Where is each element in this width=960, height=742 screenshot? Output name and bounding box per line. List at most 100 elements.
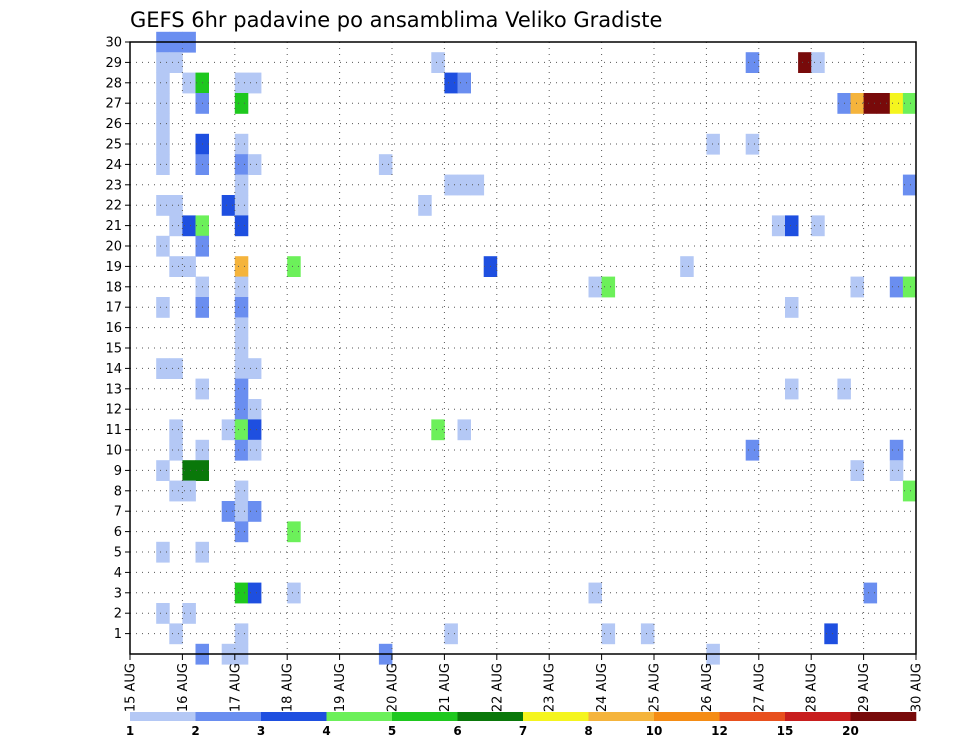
y-tick-label: 1 <box>114 627 122 642</box>
heatmap-cell <box>156 93 170 114</box>
heatmap-cell <box>444 72 458 94</box>
heatmap-cell <box>824 623 838 645</box>
heatmap-cell <box>247 399 262 420</box>
heatmap-cell <box>287 521 301 543</box>
heatmap-cell <box>431 52 445 73</box>
heatmap-cell <box>234 358 249 379</box>
heatmap-cell <box>745 439 760 461</box>
heatmap-cell <box>457 174 471 196</box>
y-tick-label: 30 <box>105 36 122 51</box>
heatmap-cell <box>902 480 917 502</box>
colorbar-segment <box>261 712 327 721</box>
heatmap-cell <box>811 215 825 237</box>
heatmap-cell <box>156 297 170 318</box>
heatmap-cell <box>234 154 249 175</box>
heatmap-cell <box>182 480 196 502</box>
heatmap-cell <box>457 419 471 441</box>
heatmap-cell <box>287 256 301 277</box>
heatmap-cell <box>169 623 183 645</box>
x-tick-label: 28 AUG <box>805 663 820 712</box>
heatmap-cell <box>156 603 170 624</box>
y-tick-label: 16 <box>105 321 122 336</box>
heatmap-cell <box>247 582 262 604</box>
heatmap-cell <box>247 358 262 379</box>
heatmap-cell <box>247 501 262 522</box>
colorbar: 1 2 3 4 5 6 7 8 10 12 15 20 <box>126 712 917 738</box>
colorbar-label: 20 <box>842 724 859 738</box>
y-tick-label: 10 <box>105 444 122 459</box>
heatmap-cell <box>182 460 196 481</box>
heatmap-cell <box>169 52 183 73</box>
heatmap-cell <box>234 501 249 522</box>
heatmap-cell <box>457 72 471 94</box>
chart-title: GEFS 6hr padavine po ansamblima Veliko G… <box>130 8 662 32</box>
heatmap-cell <box>680 256 694 277</box>
colorbar-segment <box>850 712 917 721</box>
heatmap-cell <box>169 215 183 237</box>
colorbar-segment <box>523 712 589 721</box>
heatmap-cell <box>745 52 760 73</box>
heatmap-cell <box>811 52 825 73</box>
heatmap-cell <box>234 297 249 318</box>
colorbar-label: 3 <box>257 724 265 738</box>
y-tick-label: 26 <box>105 117 122 132</box>
colorbar-label: 12 <box>711 724 728 738</box>
heatmap-cell <box>444 623 458 645</box>
x-tick-label: 20 AUG <box>386 663 401 712</box>
heatmap-cell <box>785 297 799 318</box>
heatmap-cell <box>234 419 249 441</box>
heatmap-cell <box>247 439 262 461</box>
heatmap-cell <box>156 460 170 481</box>
heatmap-cell <box>234 72 249 94</box>
heatmap-cell <box>169 195 183 216</box>
colorbar-label: 1 <box>126 724 134 738</box>
heatmap-cell <box>785 215 799 237</box>
x-tick-label: 23 AUG <box>543 663 558 712</box>
y-tick-label: 25 <box>105 138 122 153</box>
y-tick-label: 22 <box>105 199 122 214</box>
heatmap-cell <box>156 154 170 175</box>
y-tick-label: 29 <box>105 56 122 71</box>
y-axis-ticks: 1234567891011121314151617181920212223242… <box>105 36 130 642</box>
heatmap-cell <box>378 154 393 175</box>
colorbar-label: 5 <box>388 724 396 738</box>
heatmap-cell <box>182 215 196 237</box>
x-tick-label: 19 AUG <box>333 663 348 712</box>
colorbar-segment <box>719 712 786 721</box>
heatmap-cell <box>221 195 236 216</box>
x-tick-label: 26 AUG <box>700 663 715 712</box>
heatmap-cell <box>287 582 301 604</box>
heatmap-cell <box>889 439 904 461</box>
colorbar-segment <box>195 712 262 721</box>
y-tick-label: 18 <box>105 280 122 295</box>
heatmap-cell <box>234 256 249 277</box>
heatmap-cell <box>431 419 445 441</box>
colorbar-label: 8 <box>584 724 592 738</box>
heatmap-cell <box>588 276 602 298</box>
heatmap-cell <box>234 93 249 114</box>
colorbar-segment <box>326 712 393 721</box>
heatmap-cell <box>470 174 485 196</box>
heatmap-cell <box>706 133 720 155</box>
heatmap-cell <box>221 501 236 522</box>
heatmap-cell <box>601 276 616 298</box>
heatmap-cell <box>156 52 170 73</box>
x-tick-label: 15 AUG <box>124 663 139 712</box>
y-tick-label: 23 <box>105 178 122 193</box>
x-tick-label: 22 AUG <box>490 663 505 712</box>
heatmap-cell <box>234 623 249 645</box>
colorbar-segment <box>130 712 196 721</box>
heatmap-cell <box>169 419 183 441</box>
heatmap-cell <box>156 195 170 216</box>
heatmap-cell <box>182 256 196 277</box>
y-tick-label: 9 <box>114 464 122 479</box>
heatmap-cell <box>247 72 262 94</box>
heatmap-cell <box>889 276 904 298</box>
heatmap-cell <box>156 235 170 257</box>
colorbar-segment <box>654 712 720 721</box>
heatmap-cells <box>156 31 917 665</box>
y-tick-label: 28 <box>105 76 122 91</box>
heatmap-cell <box>221 419 236 441</box>
heatmap-cell <box>182 603 196 624</box>
y-tick-label: 11 <box>105 423 122 438</box>
